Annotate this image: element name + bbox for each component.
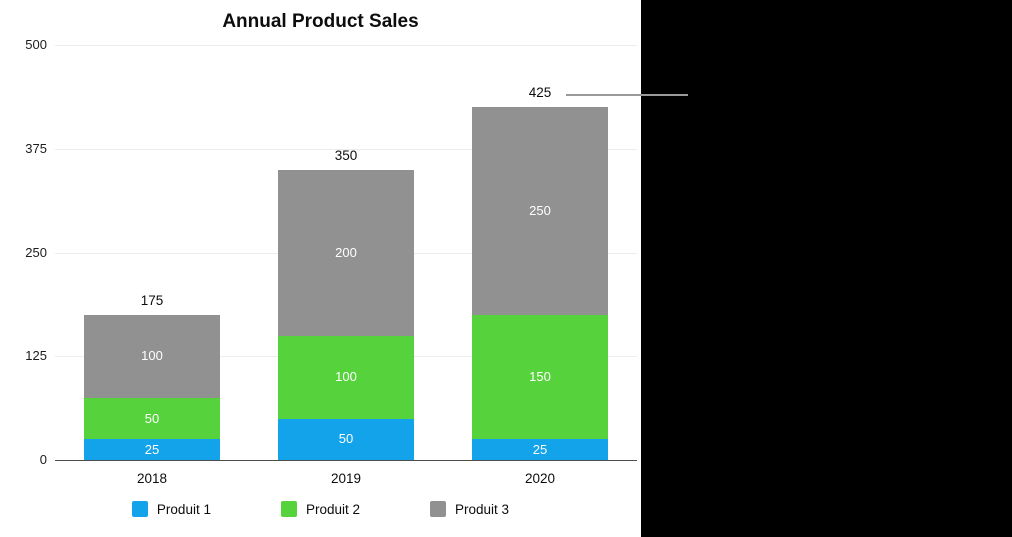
bar-segment-produit-1 [472, 439, 608, 460]
legend-swatch-icon [280, 501, 297, 517]
segment-value-label: 100 [335, 369, 357, 384]
bar-segment-produit-2 [84, 397, 220, 440]
y-axis-tick-label: 375 [25, 140, 47, 156]
legend-label: Produit 1 [156, 501, 211, 517]
segment-value-label: 200 [335, 244, 357, 260]
segment-value-label: 25 [532, 441, 548, 457]
segment-value-label: 150 [529, 369, 551, 384]
bar-total-label: 350 [334, 147, 358, 163]
segment-value-label: 50 [338, 431, 354, 447]
x-axis-category-label: 2020 [524, 471, 556, 486]
bar-segment-produit-1 [278, 418, 414, 460]
bar-segment-produit-2 [278, 335, 414, 419]
bar-total-label: 425 [528, 85, 552, 101]
segment-value-label: 50 [144, 410, 160, 426]
segment-value-label: 25 [144, 441, 160, 457]
gridline [55, 45, 637, 46]
segment-value-label: 250 [529, 203, 551, 218]
y-axis-tick-label: 125 [25, 348, 47, 364]
legend-item: Produit 2 [280, 501, 361, 517]
bar-total-label: 175 [140, 292, 164, 308]
legend-swatch-icon [430, 501, 447, 517]
bar-segment-produit-3 [472, 107, 608, 315]
bar-segment-produit-3 [84, 314, 220, 398]
y-axis-tick-label: 500 [25, 37, 47, 52]
gridline [55, 148, 637, 150]
segment-value-label: 100 [141, 348, 163, 364]
legend-item: Produit 3 [430, 501, 509, 517]
legend-label: Produit 2 [305, 501, 361, 517]
bar-segment-produit-3 [278, 169, 414, 336]
legend-label: Produit 3 [455, 501, 510, 517]
y-axis-tick-label: 0 [39, 452, 47, 467]
bar-segment-produit-1 [84, 439, 220, 460]
chart-legend: Produit 1 Produit 2 Produit 3 [0, 501, 641, 517]
y-axis-tick-label: 250 [25, 244, 47, 260]
chart-title: Annual Product Sales [222, 11, 419, 32]
legend-item: Produit 1 [131, 501, 211, 517]
callout-line [566, 94, 688, 96]
x-axis-category-label: 2019 [330, 471, 362, 486]
x-axis-line [55, 460, 637, 461]
bar-segment-produit-2 [472, 314, 608, 440]
x-axis-category-label: 2018 [136, 471, 168, 486]
legend-swatch-icon [131, 501, 148, 517]
